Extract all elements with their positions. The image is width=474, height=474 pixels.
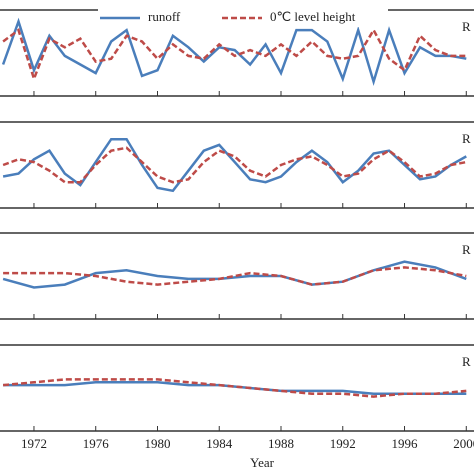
panel-frame [0, 232, 474, 320]
x-tick-label: 1980 [144, 436, 170, 451]
x-axis-label: Year [250, 455, 275, 470]
x-tick-label: 2000 [453, 436, 474, 451]
data-line [2, 260, 467, 289]
data-line [2, 146, 467, 184]
data-line [2, 137, 467, 193]
panel-label: R [462, 242, 471, 257]
data-line [2, 378, 467, 398]
panel-label: R [462, 131, 471, 146]
x-tick-label: 1996 [392, 436, 419, 451]
legend-label: runoff [148, 9, 181, 24]
x-tick-label: 1972 [21, 436, 47, 451]
x-tick-label: 1988 [268, 436, 294, 451]
data-line [3, 266, 467, 286]
panel-frame [0, 121, 474, 209]
x-tick-label: 1992 [330, 436, 356, 451]
panel-frame [0, 344, 474, 432]
data-line [2, 27, 467, 83]
legend-label: 0℃ level height [270, 9, 356, 24]
data-line [1, 17, 467, 87]
x-tick-label: 1976 [83, 436, 110, 451]
panel-label: R [462, 354, 471, 369]
data-line [3, 381, 467, 395]
panel-label: R [462, 19, 471, 34]
x-tick-label: 1984 [206, 436, 233, 451]
